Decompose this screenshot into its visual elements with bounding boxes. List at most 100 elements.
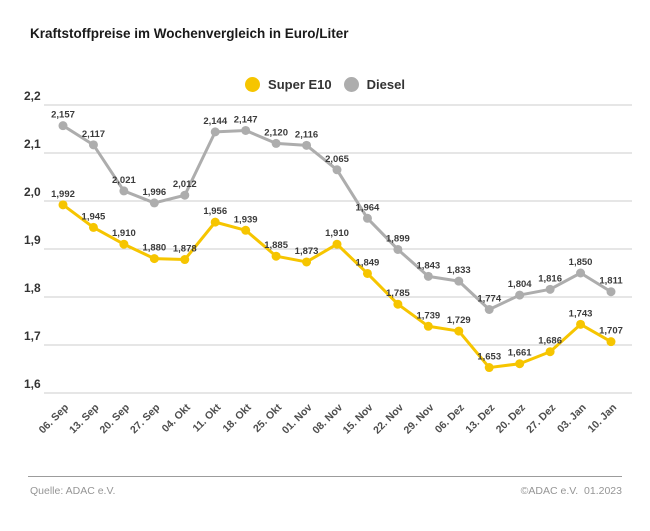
x-axis-tick-label: 20. Dez <box>494 402 528 436</box>
data-point-super-e10 <box>88 222 98 232</box>
data-point-diesel <box>606 287 616 297</box>
legend-item-diesel: Diesel <box>343 77 405 92</box>
x-axis-tick-label: 10. Jan <box>585 402 619 436</box>
value-label-diesel: 1,833 <box>447 265 471 276</box>
y-axis-tick-label: 1,9 <box>24 233 41 247</box>
data-point-super-e10 <box>332 239 342 249</box>
value-label-super-e10: 1,653 <box>477 352 501 363</box>
value-label-diesel: 2,120 <box>264 127 288 138</box>
data-point-diesel <box>210 127 220 137</box>
value-label-diesel: 1,816 <box>538 273 562 284</box>
value-label-diesel: 2,157 <box>51 110 75 121</box>
value-label-super-e10: 1,686 <box>538 336 562 347</box>
x-axis-tick-label: 29. Nov <box>402 402 437 437</box>
data-point-diesel <box>149 198 159 208</box>
data-point-super-e10 <box>484 363 494 373</box>
y-axis-tick-label: 1,7 <box>24 329 41 343</box>
value-label-super-e10: 1,785 <box>386 288 410 299</box>
data-point-super-e10 <box>119 239 129 249</box>
value-label-super-e10: 1,880 <box>142 243 166 254</box>
data-point-super-e10 <box>271 251 281 261</box>
x-axis-tick-label: 03. Jan <box>555 402 589 436</box>
value-label-super-e10: 1,873 <box>295 246 319 257</box>
y-axis-tick-label: 2,0 <box>24 185 41 199</box>
value-label-diesel: 2,021 <box>112 175 136 186</box>
copyright-note: ©ADAC e.V. 01.2023 <box>520 485 622 497</box>
data-point-super-e10 <box>515 359 525 369</box>
data-point-super-e10 <box>545 347 555 357</box>
data-point-diesel <box>241 125 251 135</box>
legend-item-super-e10: Super E10 <box>245 77 332 92</box>
y-axis-tick-label: 1,8 <box>24 281 41 295</box>
data-point-super-e10 <box>180 255 190 265</box>
value-label-diesel: 2,117 <box>82 129 105 140</box>
value-label-diesel: 2,116 <box>295 129 318 140</box>
value-label-super-e10: 1,885 <box>264 240 288 251</box>
x-axis-tick-label: 27. Sep <box>128 402 162 436</box>
data-point-super-e10 <box>241 225 251 235</box>
data-point-super-e10 <box>454 326 464 336</box>
data-point-diesel <box>119 186 129 196</box>
y-axis-tick-label: 1,6 <box>24 377 41 391</box>
data-point-diesel <box>180 190 190 200</box>
data-point-diesel <box>332 165 342 175</box>
x-axis-tick-label: 25. Okt <box>251 401 285 435</box>
value-label-super-e10: 1,956 <box>203 206 227 217</box>
data-point-diesel <box>576 268 586 278</box>
data-point-diesel <box>484 304 494 314</box>
value-label-diesel: 2,012 <box>173 179 197 190</box>
value-label-super-e10: 1,661 <box>508 348 532 359</box>
data-point-diesel <box>393 244 403 254</box>
footer-divider <box>28 476 622 477</box>
x-axis-tick-label: 01. Nov <box>280 402 315 437</box>
value-label-diesel: 2,147 <box>234 114 258 125</box>
value-label-super-e10: 1,878 <box>173 244 197 255</box>
data-point-super-e10 <box>576 319 586 329</box>
page-title: Kraftstoffpreise im Wochenvergleich in E… <box>30 26 349 41</box>
legend-label-diesel: Diesel <box>366 77 405 92</box>
x-axis-tick-label: 15. Nov <box>341 402 376 437</box>
data-point-super-e10 <box>149 254 159 264</box>
value-label-super-e10: 1,743 <box>569 308 593 319</box>
value-label-diesel: 1,804 <box>508 279 532 290</box>
x-axis-tick-label: 13. Sep <box>67 402 101 436</box>
data-point-diesel <box>58 121 68 131</box>
x-axis-tick-label: 27. Dez <box>524 402 558 436</box>
value-label-super-e10: 1,729 <box>447 315 471 326</box>
value-label-diesel: 2,065 <box>325 154 349 165</box>
value-label-diesel: 1,964 <box>356 202 380 213</box>
value-label-super-e10: 1,739 <box>416 310 440 321</box>
value-label-super-e10: 1,910 <box>112 228 136 239</box>
x-axis-tick-label: 06. Dez <box>433 402 467 436</box>
data-point-super-e10 <box>393 299 403 309</box>
data-point-diesel <box>302 140 312 150</box>
legend: Super E10 Diesel <box>0 77 650 92</box>
y-axis-tick-label: 2,1 <box>24 137 41 151</box>
data-point-super-e10 <box>606 337 616 347</box>
data-point-diesel <box>362 213 372 223</box>
value-label-super-e10: 1,849 <box>356 257 380 268</box>
value-label-super-e10: 1,939 <box>234 214 258 225</box>
value-label-diesel: 2,144 <box>203 116 227 127</box>
legend-label-super-e10: Super E10 <box>268 77 332 92</box>
data-point-diesel <box>515 290 525 300</box>
data-point-super-e10 <box>423 321 433 331</box>
data-point-super-e10 <box>302 257 312 267</box>
value-label-diesel: 1,899 <box>386 233 410 244</box>
diesel-swatch-icon <box>343 77 359 92</box>
value-label-super-e10: 1,707 <box>599 326 623 337</box>
x-axis-tick-label: 06. Sep <box>37 402 71 436</box>
x-axis-tick-label: 18. Okt <box>221 401 255 435</box>
value-label-super-e10: 1,910 <box>325 228 349 239</box>
data-point-super-e10 <box>362 268 372 278</box>
y-axis-tick-label: 2,2 <box>24 89 41 103</box>
source-note: Quelle: ADAC e.V. <box>30 485 116 497</box>
x-axis-tick-label: 04. Okt <box>160 401 194 435</box>
data-point-diesel <box>454 276 464 286</box>
data-point-diesel <box>545 284 555 294</box>
value-label-diesel: 1,850 <box>569 257 593 268</box>
value-label-diesel: 1,774 <box>477 293 501 304</box>
x-axis-tick-label: 20. Sep <box>98 402 132 436</box>
